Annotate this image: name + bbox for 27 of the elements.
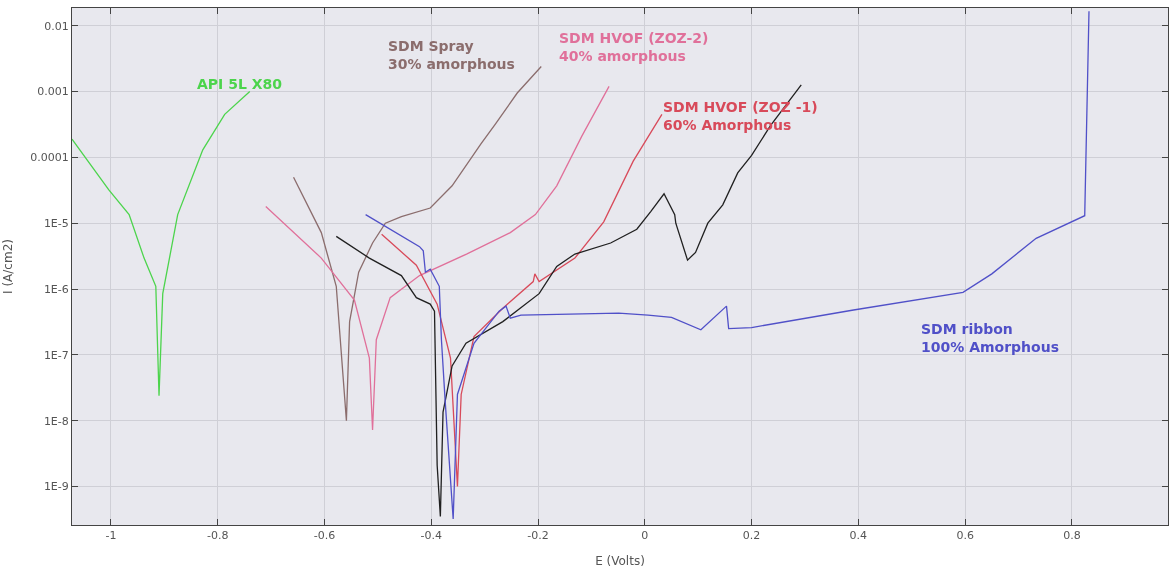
series-label: SDM ribbon 100% Amorphous — [921, 321, 1059, 356]
y-tick-label: 0.01 — [44, 19, 69, 33]
x-tick-label: -0.8 — [207, 529, 229, 543]
y-tick-label: 1E-9 — [43, 480, 69, 494]
x-tick-label: -0.6 — [313, 529, 336, 543]
y-tick-label: 1E-5 — [43, 217, 69, 231]
x-tick-label: -0.2 — [527, 529, 549, 543]
y-axis-title: I (A/cm2) — [0, 239, 15, 294]
x-tick-label: 0 — [641, 529, 649, 543]
x-tick-label: -1 — [105, 529, 117, 543]
line-series — [380, 113, 663, 488]
y-tick-label: 0.001 — [37, 85, 69, 99]
y-tick-label: 1E-8 — [43, 414, 69, 428]
x-tick-label: 0.6 — [956, 529, 974, 543]
series-label: API 5L X80 — [197, 76, 283, 92]
line-series — [364, 10, 1090, 520]
y-tick-label: 1E-6 — [43, 282, 69, 296]
x-tick-label: 0.2 — [742, 529, 761, 543]
series-label: SDM Spray 30% amorphous — [388, 38, 515, 73]
x-tick-label: 0.8 — [1063, 529, 1081, 543]
y-tick-label: 1E-7 — [43, 348, 69, 362]
text: SDM HVOF (ZOZ-2) 40% amorphous — [559, 30, 709, 65]
x-tick-label: 0.4 — [849, 529, 868, 543]
x-axis-title: E (Volts) — [595, 554, 645, 568]
y-tick-label: 0.0001 — [30, 151, 69, 165]
x-tick-label: -0.4 — [420, 529, 443, 543]
line-series — [72, 90, 251, 397]
